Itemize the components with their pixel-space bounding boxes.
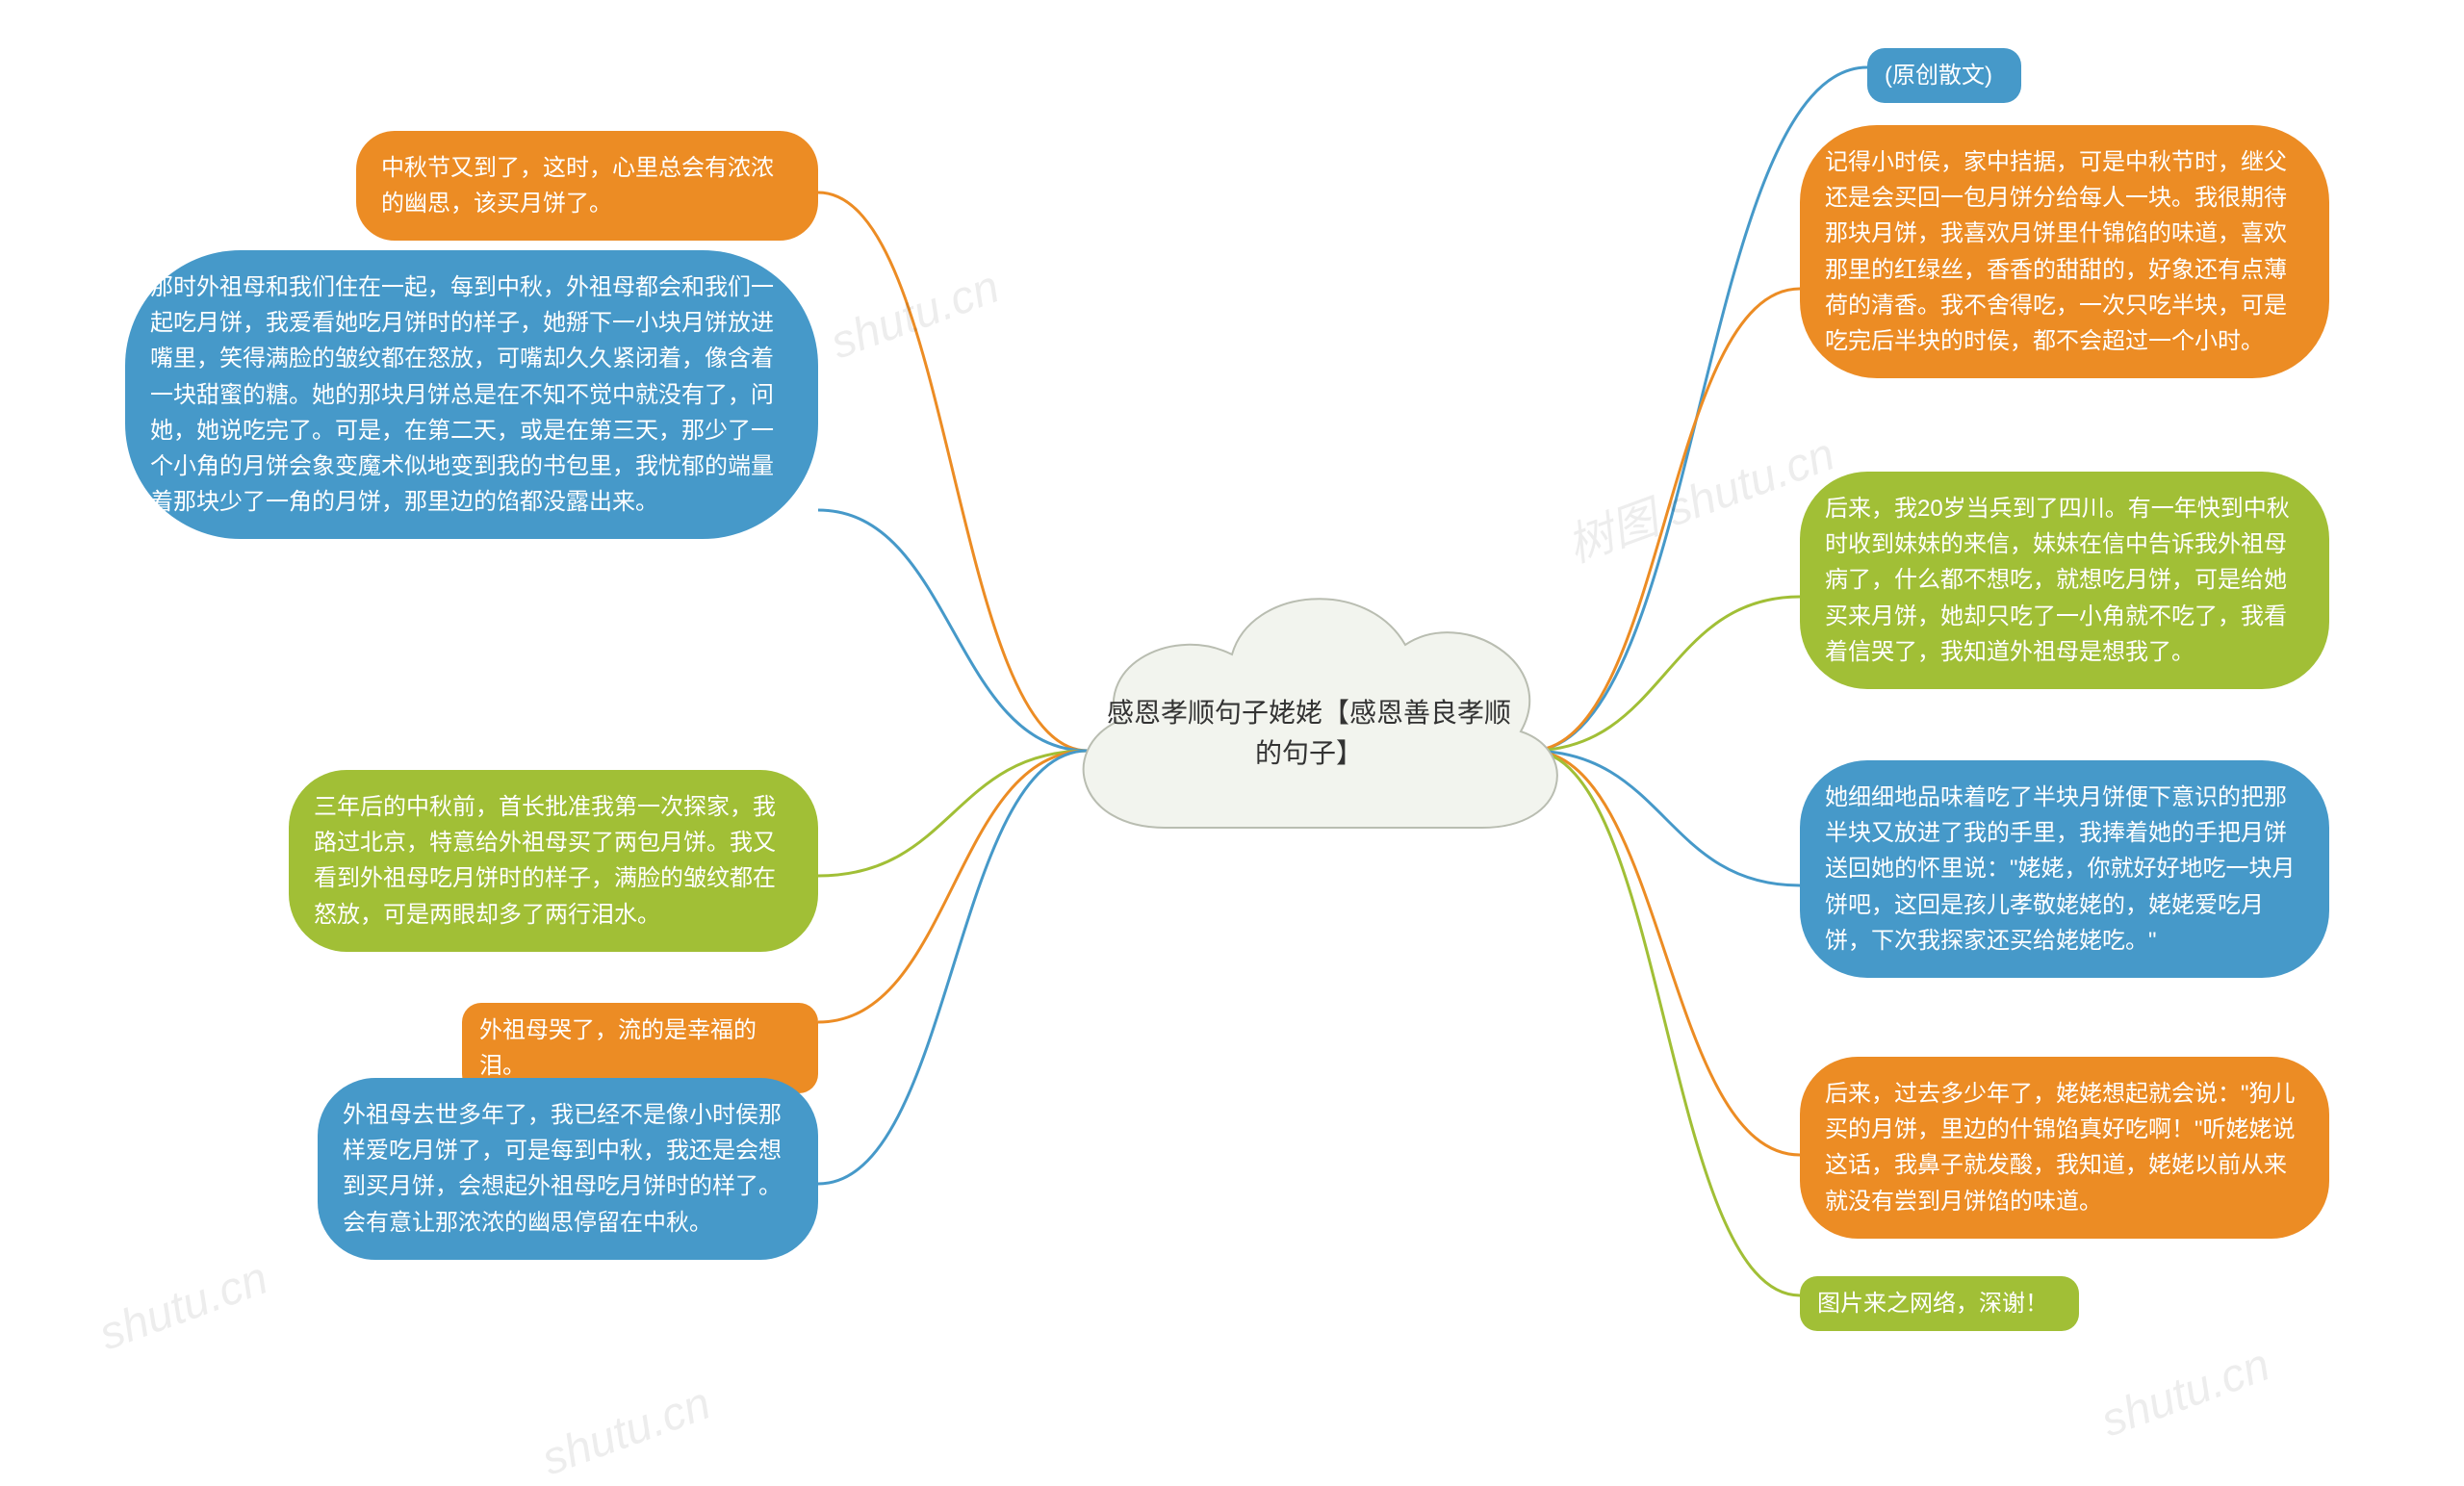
watermark-4: shutu.cn [535, 1377, 717, 1486]
watermark-1: shutu.cn [824, 261, 1006, 371]
watermark-3: shutu.cn [92, 1252, 274, 1362]
right-node-3: 后来，我20岁当兵到了四川。有一年快到中秋时收到妹妹的来信，妹妹在信中告诉我外祖… [1800, 472, 2329, 689]
left-node-2: 那时外祖母和我们住在一起，每到中秋，外祖母都会和我们一起吃月饼，我爱看她吃月饼时… [125, 250, 818, 539]
left-node-3: 三年后的中秋前，首长批准我第一次探家，我路过北京，特意给外祖母买了两包月饼。我又… [289, 770, 818, 952]
mindmap-canvas: 感恩孝顺句子姥姥【感恩善良孝顺的句子】 中秋节又到了，这时，心里总会有浓浓的幽思… [0, 0, 2464, 1445]
left-node-5: 外祖母去世多年了，我已经不是像小时侯那样爱吃月饼了，可是每到中秋，我还是会想到买… [318, 1078, 818, 1260]
right-node-1: (原创散文) [1867, 48, 2021, 103]
right-node-4: 她细细地品味着吃了半块月饼便下意识的把那半块又放进了我的手里，我捧着她的手把月饼… [1800, 760, 2329, 978]
left-node-1: 中秋节又到了，这时，心里总会有浓浓的幽思，该买月饼了。 [356, 131, 818, 241]
right-node-2: 记得小时侯，家中拮据，可是中秋节时，继父还是会买回一包月饼分给每人一块。我很期待… [1800, 125, 2329, 378]
right-node-6: 图片来之网络，深谢！ [1800, 1276, 2079, 1331]
watermark-5: shutu.cn [2094, 1339, 2276, 1448]
right-node-5: 后来，过去多少年了，姥姥想起就会说："狗儿买的月饼，里边的什锦馅真好吃啊！"听姥… [1800, 1057, 2329, 1239]
center-label: 感恩孝顺句子姥姥【感恩善良孝顺的句子】 [1107, 693, 1511, 774]
